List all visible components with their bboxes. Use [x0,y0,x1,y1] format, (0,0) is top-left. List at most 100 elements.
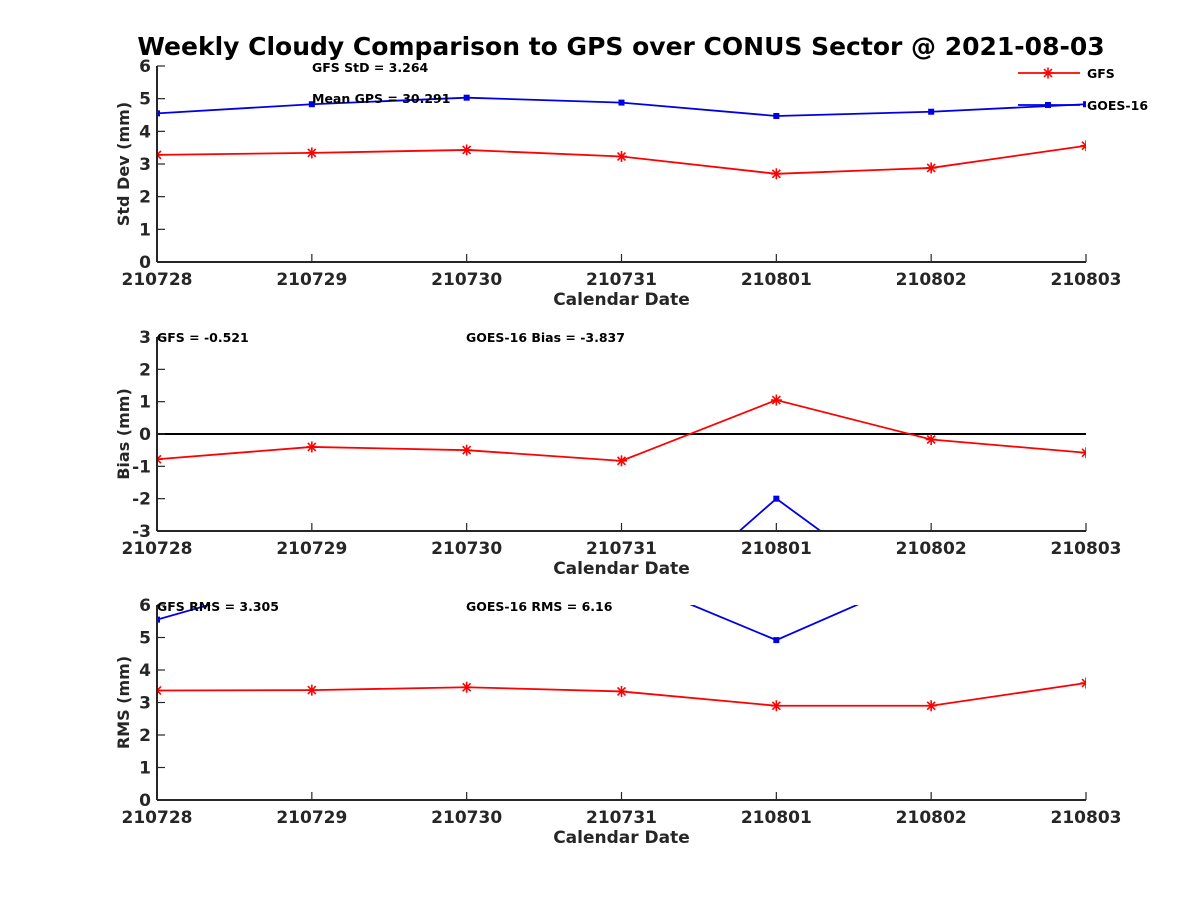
series-goes16 [157,605,859,644]
x-tick-label: 210730 [431,270,502,290]
legend-label-goes16: GOES-16 [1087,98,1148,113]
legend-marker-goes16 [1045,102,1051,108]
annotation: GFS = -0.521 [157,330,249,345]
y-tick-label: -3 [132,522,151,542]
annotation: GFS RMS = 3.305 [157,599,279,614]
point-gfs [306,441,318,453]
x-axis-label: Calendar Date [553,828,690,848]
y-axis-label: RMS (mm) [114,656,133,749]
y-tick-label: 6 [139,596,151,616]
subplot-2: -3 -2 -1 0 1 2 3 210728 210729 210730 210731 210801… [114,328,1122,579]
x-tick-label: 210803 [1051,270,1122,290]
x-tick-label: 210728 [122,808,193,828]
series-gfs [157,140,1086,180]
point-gfs [1080,140,1086,152]
point-gfs [616,455,627,467]
point-goes16 [463,94,470,101]
annotation: GFS StD = 3.264 [312,60,429,75]
y-tick-label: 0 [139,253,151,273]
legend-item-gfs: GFS [1018,66,1115,81]
point-gfs [1080,677,1086,689]
point-goes16 [618,99,625,106]
y-tick-label: 3 [139,694,151,714]
series-line-gfs [157,399,1086,462]
x-tick-label: 210728 [122,270,193,290]
y-tick-label: 2 [139,188,151,208]
subplot-1: 0 1 2 3 4 5 6 210728 210729 210730 210731 210801 210… [114,57,1121,310]
y-tick-label: 1 [139,220,151,240]
y-axis-label: Std Dev (mm) [114,102,133,226]
x-tick-label: 210729 [276,270,347,290]
y-axis-label: Bias (mm) [114,388,133,480]
x-tick-label: 210731 [586,270,657,290]
series-goes16 [738,495,823,531]
x-tick-label: 210731 [586,539,657,559]
point-gfs [461,681,473,693]
x-tick-label: 210729 [276,539,347,559]
point-gfs [925,433,937,445]
x-tick-label: 210802 [896,539,967,559]
x-tick-label: 210729 [276,808,347,828]
point-goes16 [773,637,780,644]
x-tick-label: 210728 [122,539,193,559]
point-goes16 [1083,101,1086,108]
y-tick-label: 1 [139,393,151,413]
y-tick-label: 4 [139,661,151,681]
point-goes16 [308,101,315,108]
legend-item-goes16: GOES-16 [1018,98,1148,113]
x-tick-label: 210731 [586,808,657,828]
y-tick-label: 5 [139,629,151,649]
y-tick-label: 6 [139,57,151,77]
legend-marker-gfs [1042,67,1054,79]
y-tick-label: 0 [139,791,151,811]
point-gfs [616,685,627,697]
point-gfs [157,684,163,696]
y-tick-label: 3 [139,328,151,348]
y-tick-label: 2 [139,360,151,380]
series-goes16 [157,94,1086,119]
y-tick-label: -1 [132,457,151,477]
point-gfs [1080,447,1086,459]
point-goes16 [773,495,780,502]
y-tick-label: 1 [139,759,151,779]
annotation: GOES-16 RMS = 6.16 [466,599,613,614]
point-goes16 [773,112,780,119]
point-gfs [770,700,782,712]
point-goes16 [928,108,935,115]
x-tick-label: 210801 [741,539,812,559]
series-gfs [157,394,1086,467]
chart-title: Weekly Cloudy Comparison to GPS over CON… [137,32,1104,61]
legend-label-gfs: GFS [1087,66,1115,81]
x-tick-label: 210803 [1051,808,1122,828]
x-tick-label: 210802 [896,270,967,290]
series-gfs [157,677,1086,712]
legend: GFS GOES-16 [1018,66,1148,113]
point-gfs [157,453,163,465]
point-gfs [616,150,627,162]
annotation: Mean GPS = 30.291 [312,91,450,106]
point-gfs [925,700,937,712]
series-line-goes16 [738,497,823,531]
point-gfs [461,144,473,156]
point-goes16 [157,110,160,117]
point-gfs [925,162,937,174]
point-gfs [306,147,318,159]
subplot-3: 0 1 2 3 4 5 6 210728 210729 210730 210731 210801 210… [114,596,1122,848]
x-tick-label: 210803 [1051,539,1122,559]
y-tick-label: -2 [132,490,151,510]
point-gfs [306,684,318,696]
x-tick-label: 210801 [741,270,812,290]
point-gfs [461,444,473,456]
x-tick-label: 210801 [741,808,812,828]
y-tick-label: 4 [139,122,151,142]
x-tick-label: 210730 [431,808,502,828]
x-axis-label: Calendar Date [553,290,690,310]
point-gfs [770,394,782,406]
y-tick-label: 3 [139,155,151,175]
y-tick-label: 5 [139,90,151,110]
x-tick-label: 210802 [896,808,967,828]
point-gfs [157,149,163,161]
point-gfs [770,168,782,180]
